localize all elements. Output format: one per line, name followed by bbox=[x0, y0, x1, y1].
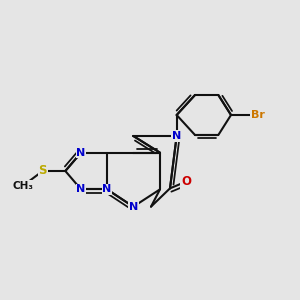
Text: N: N bbox=[102, 184, 112, 194]
Text: O: O bbox=[181, 175, 191, 188]
Text: S: S bbox=[38, 164, 47, 178]
Text: N: N bbox=[129, 202, 138, 212]
Text: CH₃: CH₃ bbox=[12, 181, 33, 191]
Text: N: N bbox=[76, 184, 85, 194]
Text: N: N bbox=[172, 131, 181, 141]
Text: Br: Br bbox=[251, 110, 265, 120]
Text: N: N bbox=[76, 148, 85, 158]
